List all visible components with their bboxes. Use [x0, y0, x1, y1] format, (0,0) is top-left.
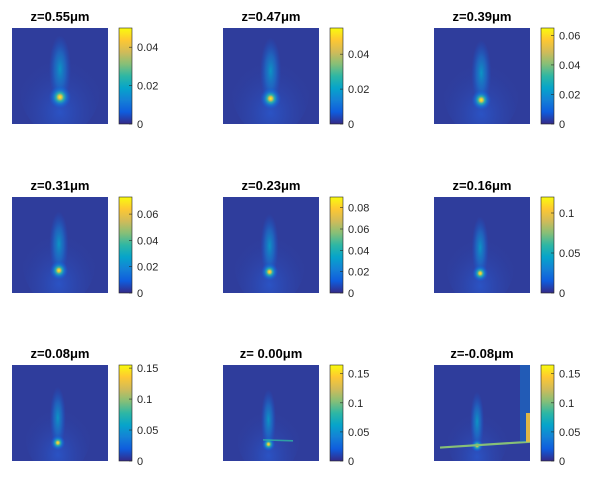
colorbar-tick-label: 0.04	[137, 42, 158, 54]
colorbar-tick-label: 0.15	[137, 363, 158, 375]
colorbar-tick-label: 0.15	[348, 369, 369, 381]
heatmap-image	[12, 365, 108, 461]
colorbar-tick-label: 0	[348, 456, 354, 468]
colorbar-tick-label: 0.1	[559, 398, 574, 410]
colorbar-tick-label: 0	[348, 119, 354, 131]
colorbar	[329, 27, 344, 125]
colorbar-tick-label: 0.05	[559, 248, 580, 260]
colorbar-tick-label: 0.08	[348, 203, 369, 215]
heatmap-panel-3: z=0.39μm 0 0.02 0.04 0.06	[434, 9, 580, 131]
colorbar-tick-label: 0	[559, 288, 565, 300]
heatmap-image	[223, 28, 319, 124]
colorbar-tick-label: 0.02	[348, 84, 369, 96]
panel-title: z=0.31μm	[31, 178, 90, 193]
heatmap-image	[434, 28, 530, 124]
panel-title: z= 0.00μm	[240, 346, 303, 361]
heatmap-panel-2: z=0.47μm 0 0.02 0.04	[223, 9, 369, 131]
panel-title: z=0.39μm	[453, 9, 512, 24]
colorbar-tick-label: 0.02	[559, 89, 580, 101]
colorbar-tick-label: 0.02	[348, 267, 369, 279]
colorbar-tick-label: 0	[137, 288, 143, 300]
heatmap-panel-6: z=0.16μm 0 0.05 0.1	[434, 178, 580, 300]
heatmap-panel-8: z= 0.00μm 0 0.05 0.1 0.15	[223, 346, 369, 468]
heatmap-panel-5: z=0.23μm 0 0.02 0.04 0.06 0.08	[223, 178, 369, 300]
heatmap-panel-9: z=-0.08μm 0 0.05 0.1 0.15	[434, 346, 580, 468]
panel-title: z=0.08μm	[31, 346, 90, 361]
colorbar	[540, 364, 555, 462]
colorbar	[540, 27, 555, 125]
colorbar-tick-label: 0.05	[559, 427, 580, 439]
colorbar	[540, 196, 555, 294]
colorbar	[118, 196, 133, 294]
colorbar-tick-label: 0	[559, 456, 565, 468]
panel-title: z=0.16μm	[453, 178, 512, 193]
colorbar-tick-label: 0.15	[559, 369, 580, 381]
colorbar-tick-label: 0.06	[559, 30, 580, 42]
colorbar-tick-label: 0.04	[348, 49, 369, 61]
colorbar	[118, 364, 133, 462]
colorbar-tick-label: 0.05	[348, 427, 369, 439]
heatmap-panel-7: z=0.08μm 0 0.05 0.1 0.15	[12, 346, 158, 468]
colorbar-tick-label: 0	[348, 288, 354, 300]
colorbar-tick-label: 0	[559, 119, 565, 131]
colorbar-tick-label: 0	[137, 456, 143, 468]
colorbar-tick-label: 0.06	[348, 224, 369, 236]
heatmap-image	[12, 197, 108, 293]
panel-title: z=-0.08μm	[450, 346, 513, 361]
heatmap-image	[223, 365, 319, 461]
colorbar-tick-label: 0.05	[137, 425, 158, 437]
colorbar-tick-label: 0.04	[137, 235, 158, 247]
heatmap-panel-1: z=0.55μm 0 0.02 0.04	[12, 9, 158, 131]
colorbar-tick-label: 0.1	[137, 394, 152, 406]
colorbar	[118, 27, 133, 125]
colorbar-tick-label: 0	[137, 119, 143, 131]
colorbar-tick-label: 0.04	[559, 60, 580, 72]
panel-title: z=0.23μm	[242, 178, 301, 193]
heatmap-image	[434, 365, 530, 461]
colorbar-tick-label: 0.06	[137, 209, 158, 221]
colorbar-tick-label: 0.1	[559, 208, 574, 220]
colorbar-tick-label: 0.04	[348, 245, 369, 257]
heatmap-image	[12, 28, 108, 124]
colorbar-tick-label: 0.1	[348, 398, 363, 410]
heatmap-image	[434, 197, 530, 293]
colorbar-tick-label: 0.02	[137, 81, 158, 93]
colorbar-tick-label: 0.02	[137, 262, 158, 274]
colorbar	[329, 364, 344, 462]
heatmap-image	[223, 197, 319, 293]
panel-title: z=0.47μm	[242, 9, 301, 24]
heatmap-panel-4: z=0.31μm 0 0.02 0.04 0.06	[12, 178, 158, 300]
panel-title: z=0.55μm	[31, 9, 90, 24]
colorbar	[329, 196, 344, 294]
